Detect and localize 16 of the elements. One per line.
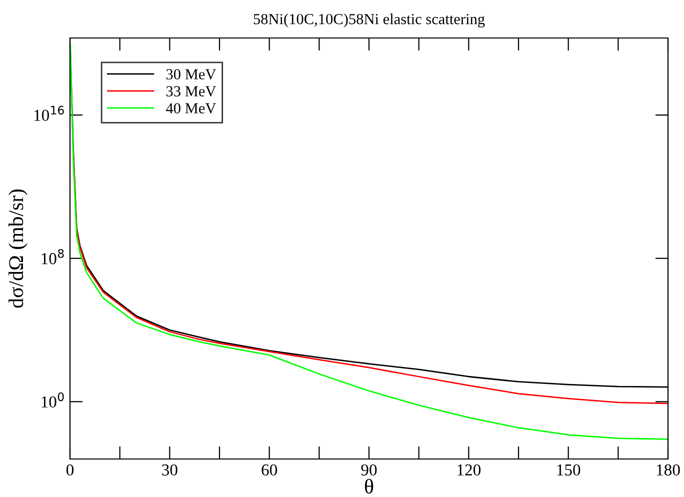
x-tick-label: 150 xyxy=(557,464,580,476)
y-tick-label: 10$^{8}$ xyxy=(42,249,64,264)
y-tick-label: 10$^{16}$ xyxy=(34,106,64,121)
x-tick-label: 0 xyxy=(66,464,74,476)
x-tick-label: 180 xyxy=(656,464,680,476)
x-axis-title: θ xyxy=(364,478,374,494)
x-tick-label: 90 xyxy=(361,464,377,476)
y-axis-title: dσ/dΩ (mb/sr) xyxy=(8,189,28,308)
x-tick-label: 30 xyxy=(162,464,178,476)
legend-label: 40 MeV xyxy=(166,103,216,114)
x-tick-label: 120 xyxy=(458,464,481,476)
legend-label: 33 MeV xyxy=(166,86,216,97)
legend-label: 30 MeV xyxy=(166,69,216,80)
x-tick-label: 60 xyxy=(262,464,278,476)
chart-title: 58Ni(10C,10C)58Ni elastic scattering xyxy=(254,14,485,28)
y-tick-label: 10$^{0}$ xyxy=(42,392,64,408)
